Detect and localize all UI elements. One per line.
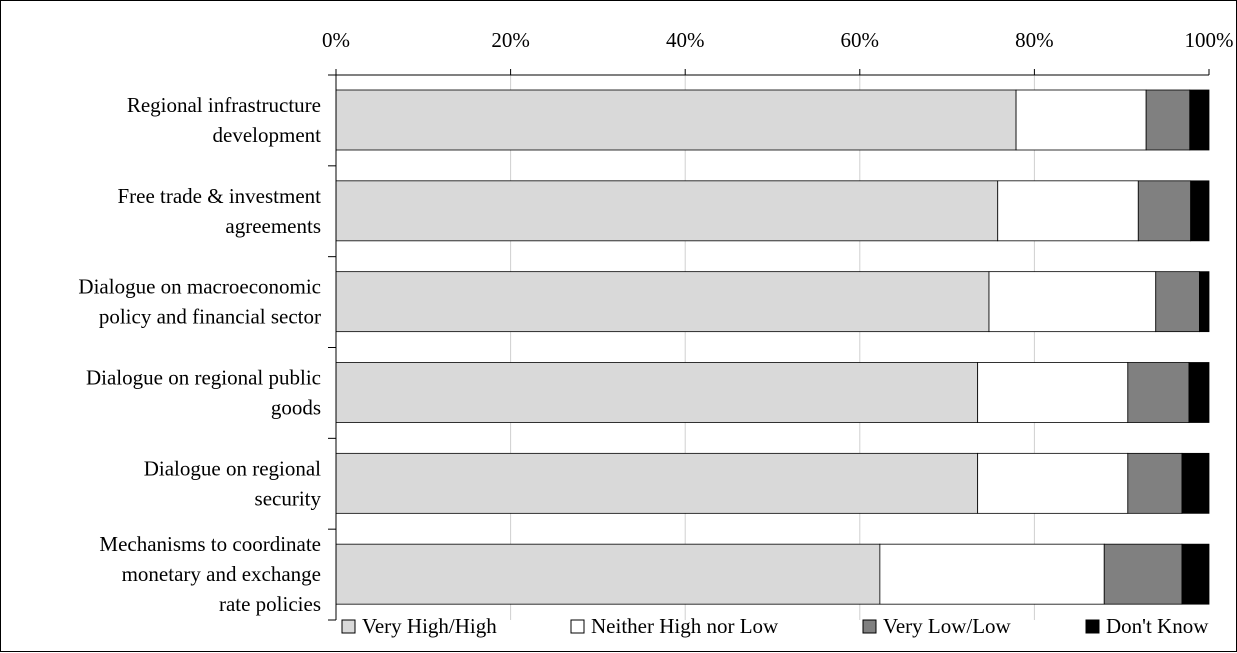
legend-swatch bbox=[1085, 619, 1100, 634]
bar-segment bbox=[1188, 362, 1210, 423]
bar-segment bbox=[988, 271, 1157, 333]
category-label: Mechanisms to coordinate monetary and exc… bbox=[99, 532, 321, 616]
bar-segment bbox=[335, 452, 979, 514]
x-tick-label: 20% bbox=[491, 28, 530, 52]
x-tick-label: 40% bbox=[666, 28, 705, 52]
category-label: Dialogue on macroeconomic policy and fina… bbox=[78, 275, 321, 329]
category-label: Dialogue on regional security bbox=[144, 456, 322, 510]
gridlines bbox=[510, 75, 1035, 620]
bar-segment bbox=[1015, 89, 1147, 151]
category-label: Regional infrastructure development bbox=[127, 93, 321, 147]
bar-segment bbox=[335, 271, 990, 333]
bar-segment bbox=[1181, 452, 1210, 514]
category-label: Free trade & investment agreements bbox=[117, 184, 321, 238]
category-label-line: goods bbox=[271, 396, 321, 420]
category-label-line: Mechanisms to coordinate bbox=[99, 532, 321, 556]
category-label: Dialogue on regional public goods bbox=[86, 366, 321, 420]
bar-segment bbox=[1190, 180, 1210, 242]
legend-label: Very High/High bbox=[362, 614, 497, 638]
bar-segment bbox=[977, 362, 1129, 423]
legend-swatch bbox=[341, 619, 356, 634]
legend-label: Don't Know bbox=[1106, 614, 1209, 638]
bar-segment bbox=[335, 89, 1017, 151]
bar-segment bbox=[1145, 89, 1191, 151]
bar-segment bbox=[1155, 271, 1200, 333]
bar-segment bbox=[1198, 271, 1210, 333]
category-label-line: monetary and exchange bbox=[122, 562, 321, 586]
legend-label: Very Low/Low bbox=[883, 614, 1012, 638]
category-label-line: policy and financial sector bbox=[99, 305, 321, 329]
bar-segment bbox=[1127, 452, 1183, 514]
category-label-line: Dialogue on macroeconomic bbox=[78, 275, 321, 299]
category-label-line: rate policies bbox=[219, 592, 321, 616]
labels: 0% 20% 40% 60% 80% 100% Regional infrastructur… bbox=[78, 28, 1233, 616]
bar-segment bbox=[335, 543, 881, 605]
bar-segment bbox=[1103, 543, 1183, 605]
legend-swatch bbox=[862, 619, 877, 634]
bar-segment bbox=[1137, 180, 1192, 242]
bar-segment bbox=[335, 180, 999, 242]
bar-segment bbox=[335, 362, 979, 423]
category-label-line: security bbox=[255, 486, 322, 510]
bar-segment bbox=[977, 452, 1129, 514]
bar-segment bbox=[879, 543, 1105, 605]
bar-segment bbox=[1127, 362, 1190, 423]
bar-segment bbox=[997, 180, 1139, 242]
legend-swatch bbox=[570, 619, 585, 634]
category-label-line: Free trade & investment bbox=[117, 184, 321, 208]
category-label-line: Dialogue on regional bbox=[144, 456, 321, 480]
category-label-line: agreements bbox=[225, 214, 321, 238]
x-tick-label: 100% bbox=[1185, 28, 1234, 52]
x-tick-label: 80% bbox=[1015, 28, 1054, 52]
category-label-line: development bbox=[213, 123, 322, 147]
x-tick-label: 60% bbox=[841, 28, 880, 52]
category-label-line: Dialogue on regional public bbox=[86, 366, 321, 390]
category-label-line: Regional infrastructure bbox=[127, 93, 321, 117]
x-tick-label: 0% bbox=[322, 28, 350, 52]
bars bbox=[335, 89, 1210, 605]
axes bbox=[328, 69, 1210, 621]
legend-label: Neither High nor Low bbox=[591, 614, 779, 638]
bar-segment bbox=[1181, 543, 1210, 605]
bar-segment bbox=[1189, 89, 1210, 151]
legend: Very High/High Neither High nor Low Very L… bbox=[341, 614, 1209, 638]
